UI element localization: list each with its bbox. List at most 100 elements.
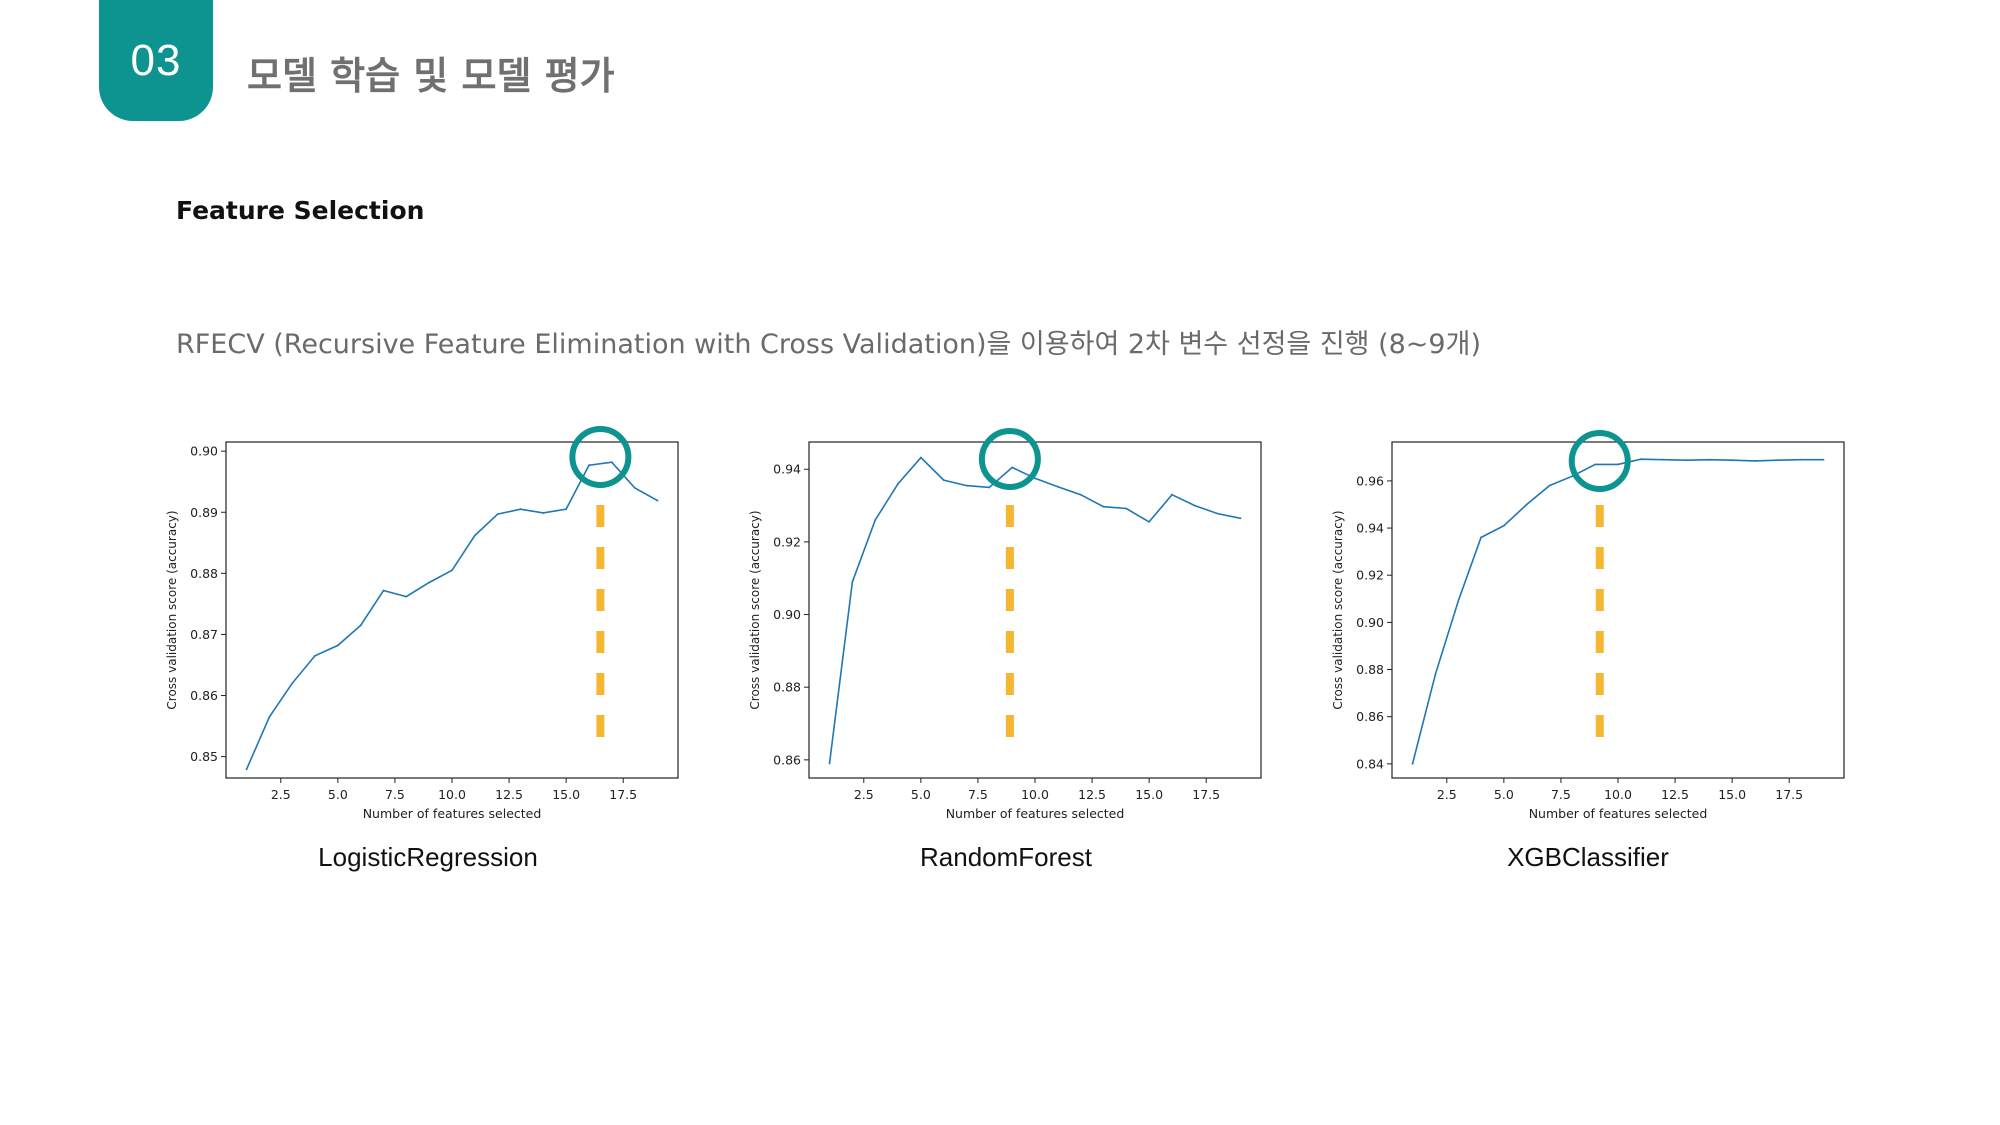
data-point	[1411, 763, 1414, 765]
data-point	[1639, 458, 1642, 461]
plot-frame	[225, 441, 679, 779]
y-tick-label: 0.90	[773, 607, 801, 622]
score-line	[245, 461, 658, 770]
data-point	[473, 534, 476, 537]
y-tick-label: 0.94	[1356, 521, 1384, 536]
y-tick-label: 0.90	[1356, 615, 1384, 630]
y-tick-label: 0.87	[190, 627, 218, 642]
page-title: 모델 학습 및 모델 평가	[247, 54, 615, 98]
score-line	[828, 456, 1241, 764]
data-point	[405, 595, 408, 598]
x-axis-label: Number of features selected	[1529, 806, 1708, 821]
data-point	[1011, 466, 1014, 469]
x-tick-label: 2.5	[1437, 787, 1457, 802]
data-point	[1102, 505, 1105, 508]
data-point	[1239, 517, 1242, 520]
data-point	[382, 589, 385, 592]
data-point	[920, 456, 922, 459]
score-line	[1411, 458, 1824, 765]
data-point	[542, 512, 545, 514]
data-point	[519, 508, 522, 511]
data-point	[874, 519, 877, 521]
optimal-features-circle	[1568, 430, 1631, 492]
y-tick-label: 0.88	[773, 680, 801, 695]
data-point	[1708, 458, 1711, 461]
data-point	[828, 762, 831, 765]
section-subtitle: Feature Selection	[176, 196, 425, 225]
x-tick-label: 5.0	[328, 787, 348, 802]
section-number-badge: 03	[99, 0, 213, 121]
chart-label-random-forest: RandomForest	[920, 842, 1092, 872]
chart-1: 2.5 5.0 7.5 10.0 12.5 15.0 17.5 0.85 0.86 0.87 0.8…	[165, 426, 679, 821]
x-tick-label: 7.5	[385, 787, 405, 802]
x-tick-label: 2.5	[271, 787, 291, 802]
chart-3: 2.5 5.0 7.5 10.0 12.5 15.0 17.5 0.84 0.86 0.88 0.9…	[1331, 430, 1845, 821]
data-point	[314, 654, 316, 657]
data-point	[897, 482, 899, 485]
x-tick-label: 5.0	[911, 787, 931, 802]
x-tick-label: 12.5	[1078, 787, 1106, 802]
optimal-features-circle	[978, 428, 1041, 490]
data-point	[988, 486, 991, 489]
data-point	[245, 768, 248, 771]
chart-2: 2.5 5.0 7.5 10.0 12.5 15.0 17.5 0.86 0.88 0.90 0.9…	[748, 428, 1262, 821]
data-point	[1171, 493, 1173, 496]
data-point	[1125, 507, 1128, 510]
data-point	[633, 486, 636, 489]
data-point	[965, 484, 968, 487]
section-number: 03	[130, 35, 182, 85]
data-point	[1731, 459, 1733, 462]
y-tick-label: 0.88	[190, 566, 218, 581]
x-axis-label: Number of features selected	[946, 806, 1125, 821]
data-point	[451, 569, 453, 572]
data-point	[565, 508, 567, 511]
data-point	[1776, 459, 1779, 462]
y-tick-label: 0.92	[1356, 568, 1384, 583]
x-tick-label: 17.5	[1192, 787, 1220, 802]
x-axis-label: Number of features selected	[363, 806, 542, 821]
x-tick-label: 17.5	[1775, 787, 1803, 802]
optimal-features-circle	[569, 426, 632, 488]
x-tick-label: 5.0	[1494, 787, 1514, 802]
data-point	[1056, 485, 1059, 488]
data-point	[1685, 459, 1688, 462]
x-tick-label: 10.0	[1021, 787, 1049, 802]
data-point	[656, 499, 659, 502]
y-tick-label: 0.94	[773, 462, 801, 477]
data-point	[851, 580, 854, 583]
chart-label-logistic-regression: LogisticRegression	[318, 842, 538, 872]
data-point	[1548, 484, 1551, 487]
data-point	[496, 513, 499, 515]
data-point	[1503, 524, 1505, 527]
y-axis-label: Cross validation score (accuracy)	[165, 510, 179, 709]
y-tick-label: 0.92	[773, 534, 801, 549]
y-tick-label: 0.89	[190, 505, 218, 520]
data-point	[1617, 463, 1619, 466]
data-point	[1525, 503, 1528, 506]
x-tick-label: 7.5	[1551, 787, 1571, 802]
x-tick-label: 15.0	[1718, 787, 1746, 802]
x-tick-label: 10.0	[1604, 787, 1632, 802]
data-point	[1193, 504, 1196, 507]
data-point	[1662, 458, 1665, 461]
data-point	[359, 624, 362, 627]
x-tick-label: 12.5	[1661, 787, 1689, 802]
x-tick-label: 15.0	[1135, 787, 1163, 802]
x-tick-label: 10.0	[438, 787, 466, 802]
data-point	[1480, 536, 1482, 539]
y-tick-label: 0.86	[1356, 709, 1384, 724]
plot-frame	[808, 441, 1262, 779]
data-point	[291, 682, 294, 685]
y-tick-label: 0.90	[190, 444, 218, 459]
y-tick-label: 0.88	[1356, 662, 1384, 677]
y-axis-label: Cross validation score (accuracy)	[748, 510, 762, 709]
data-point	[942, 479, 945, 481]
x-tick-label: 2.5	[854, 787, 874, 802]
x-tick-label: 12.5	[495, 787, 523, 802]
data-point	[588, 464, 590, 467]
section-description: RFECV (Recursive Feature Elimination wit…	[176, 329, 1481, 360]
y-tick-label: 0.84	[1356, 756, 1384, 771]
y-tick-label: 0.96	[1356, 473, 1384, 488]
data-point	[1216, 512, 1219, 515]
